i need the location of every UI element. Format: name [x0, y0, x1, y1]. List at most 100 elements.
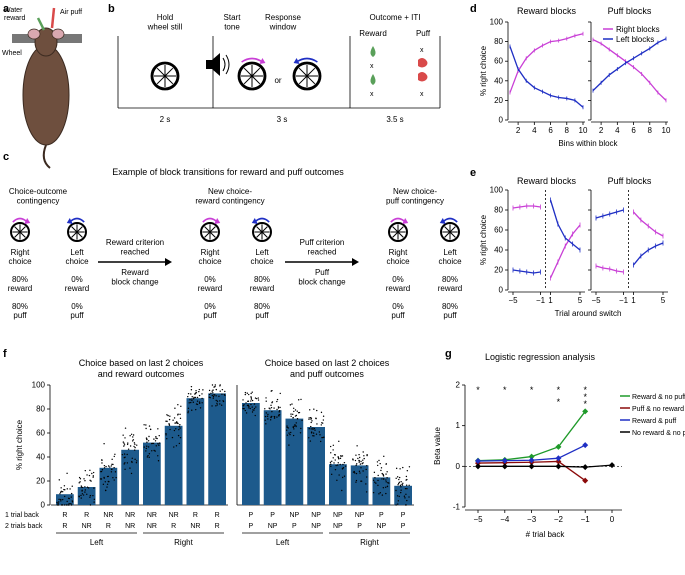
- data-point: [362, 451, 364, 453]
- data-point: [178, 442, 181, 445]
- panel-label-e: e: [470, 167, 476, 179]
- data-point: [382, 487, 385, 489]
- wheel-icon: [200, 222, 220, 242]
- data-point: [146, 441, 148, 443]
- data-point: [173, 446, 175, 448]
- data-point: [68, 504, 70, 506]
- data-point: [314, 429, 316, 431]
- data-point: [158, 442, 161, 444]
- data-point: [124, 468, 126, 470]
- right-puff-prob: 0% puff: [203, 302, 217, 320]
- right-choice-label: Right choice: [198, 248, 222, 266]
- data-point: [268, 407, 270, 409]
- group-label: Left: [90, 538, 104, 547]
- data-point: [312, 435, 314, 437]
- data-point: [112, 476, 114, 479]
- data-point: [146, 438, 148, 441]
- data-point: [397, 482, 400, 485]
- data-point: [398, 481, 401, 484]
- data-point: [382, 475, 385, 477]
- data-point: [179, 413, 181, 416]
- data-point: [201, 393, 203, 395]
- x-tick-label: −1: [581, 515, 591, 524]
- data-point: [191, 398, 193, 400]
- data-point: [132, 439, 135, 441]
- y-tick-label: 100: [490, 186, 504, 195]
- reward-criterion-label: Reward criterion reached: [106, 238, 164, 257]
- data-point: [377, 484, 379, 487]
- data-point: [212, 392, 214, 394]
- data-point: [158, 444, 160, 446]
- category-label-2: R: [62, 523, 67, 530]
- data-point: [115, 476, 117, 479]
- bar: [186, 398, 205, 505]
- data-point: [78, 482, 80, 484]
- data-point: [60, 504, 63, 506]
- data-point: [406, 499, 408, 502]
- bar: [307, 427, 325, 505]
- data-point: [147, 454, 149, 457]
- data-point: [135, 461, 138, 464]
- data-point: [145, 424, 147, 426]
- data-point: [288, 444, 290, 446]
- data-point: [356, 463, 358, 465]
- trial-timeline: [117, 36, 441, 109]
- data-point: [60, 487, 62, 489]
- data-point: [91, 472, 93, 475]
- data-point: [399, 484, 402, 487]
- puff-cloud-icon: [418, 72, 428, 82]
- data-point: [86, 486, 89, 488]
- data-point: [191, 409, 193, 411]
- data-point: [133, 449, 136, 451]
- data-point: [309, 416, 312, 419]
- data-point: [319, 440, 322, 443]
- right-turn-arrow-icon: [241, 57, 266, 64]
- data-point: [286, 434, 289, 436]
- data-point: [80, 494, 82, 497]
- data-point: [221, 393, 223, 395]
- data-point: [319, 434, 321, 436]
- data-point: [249, 407, 251, 410]
- right-turn-arrow-icon: [12, 217, 31, 224]
- data-point: [375, 482, 377, 484]
- significance-star: *: [583, 392, 587, 402]
- data-point: [63, 495, 66, 498]
- category-label-2: NP: [311, 523, 321, 530]
- data-point: [80, 486, 83, 488]
- data-point: [83, 478, 85, 480]
- data-point: [60, 498, 62, 501]
- contingency-2-title: New choice-reward contingency: [195, 187, 264, 206]
- data-point: [337, 462, 339, 464]
- x-tick-label: −5: [473, 515, 483, 524]
- water-spout-icon: [36, 17, 46, 31]
- data-point: [153, 449, 155, 452]
- legend-entry: Reward & puff: [632, 418, 676, 425]
- data-point: [329, 445, 332, 448]
- data-point: [400, 481, 402, 483]
- data-point: [81, 486, 84, 489]
- data-point: [103, 464, 106, 467]
- data-point: [379, 462, 381, 465]
- category-label-1: R: [193, 512, 198, 519]
- data-point: [343, 461, 346, 464]
- data-point: [372, 491, 375, 494]
- category-label-2: R: [106, 523, 111, 530]
- data-point: [250, 400, 252, 402]
- data-point: [331, 460, 333, 462]
- data-point: [171, 436, 174, 439]
- data-point: [187, 407, 190, 410]
- data-point: [169, 415, 171, 417]
- data-point: [147, 440, 150, 442]
- left-puff-prob: 80% puff: [254, 302, 270, 320]
- data-point: [216, 402, 218, 405]
- right-choice-label: Right choice: [8, 248, 32, 266]
- data-point: [123, 445, 125, 447]
- bar: [329, 464, 347, 505]
- wheel-icon: [237, 61, 267, 91]
- data-point: [245, 402, 247, 404]
- bar: [56, 494, 74, 505]
- data-point: [78, 496, 80, 498]
- data-point: [215, 395, 217, 397]
- data-point: [330, 452, 332, 454]
- data-point: [255, 406, 257, 408]
